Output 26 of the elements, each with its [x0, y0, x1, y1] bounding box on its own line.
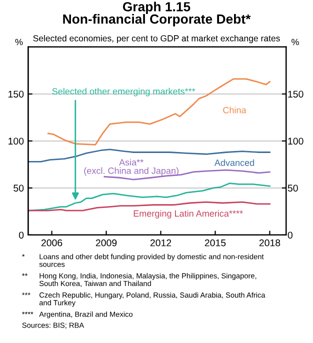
line-series	[28, 201, 270, 212]
y-tick-label: 100	[8, 138, 24, 145]
line-series	[104, 169, 270, 180]
series-label: Asia** (excl. China and Japan)	[84, 158, 178, 176]
text: Selected other emerging markets***	[52, 88, 196, 96]
text: China	[223, 106, 246, 114]
chart-title: Graph 1.15 Non-financial Corporate Debt*	[63, 2, 251, 26]
x-tick-label: 2015	[204, 239, 226, 246]
y2-axis-title: %	[292, 38, 299, 46]
y-tick-label: 150	[8, 90, 24, 98]
y2-tick-label: 150	[288, 90, 304, 98]
x-tick-label: 2006	[41, 239, 62, 246]
y2-tick-label: 50	[288, 184, 298, 192]
series-label: Advanced	[214, 159, 254, 166]
y-tick-label: 50	[14, 184, 24, 192]
y2-tick-label: 0	[288, 232, 292, 239]
chart-subtitle: Selected economies, per cent to GDP at market exchange rates	[33, 34, 280, 44]
y-axis-title: %	[15, 38, 23, 46]
x-tick-label: 2018	[259, 239, 280, 246]
line-series	[47, 78, 270, 146]
x-tick-label: 2009	[96, 239, 117, 246]
line-series	[28, 182, 270, 212]
y2-tick-label: 100	[288, 138, 304, 145]
x-tick-label: 2012	[150, 239, 172, 246]
y-tick-label: 0	[18, 232, 24, 239]
series-label: Emerging Latin America****	[134, 210, 243, 218]
